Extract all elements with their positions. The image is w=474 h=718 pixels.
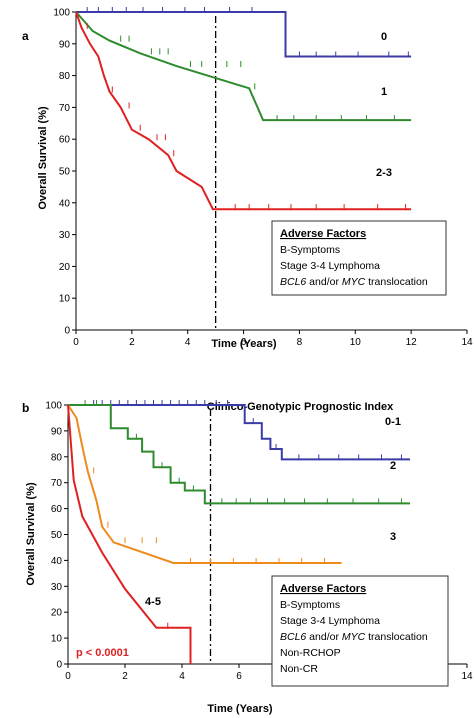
series-line-4-5 xyxy=(67,404,192,664)
series-line-2 xyxy=(68,404,410,505)
panel-a-legend-item-2: Stage 3-4 Lymphoma xyxy=(280,260,380,272)
x-tick-label: 14 xyxy=(461,671,473,682)
y-tick-label: 20 xyxy=(59,262,71,273)
panel-a-xlabel: Time (Years) xyxy=(211,338,277,350)
y-tick-label: 10 xyxy=(51,634,63,645)
y-tick-label: 90 xyxy=(59,39,71,50)
panel-a-legend-item-1: B-Symptoms xyxy=(280,244,340,256)
panel-b-legend-item-4: Non-RCHOP xyxy=(280,647,341,659)
panel-a-legend-box xyxy=(271,220,447,296)
series-line-2-3 xyxy=(75,11,412,211)
panel-a-series xyxy=(75,7,412,211)
panel-b-legend-gene-1: BCL6 xyxy=(280,631,306,643)
panel-b-p-value: p < 0.0001 xyxy=(76,647,129,659)
y-tick-label: 100 xyxy=(45,401,62,412)
y-tick-label: 80 xyxy=(59,71,71,82)
panel-b-title: Clinico-Genotypic Prognostic Index xyxy=(207,401,394,413)
series-label-2-3: 2-3 xyxy=(376,167,392,179)
y-tick-label: 40 xyxy=(59,198,71,209)
y-tick-label: 100 xyxy=(53,8,70,19)
panel-a-legend: Adverse Factors B-Symptoms Stage 3-4 Lym… xyxy=(271,220,447,296)
y-tick-label: 60 xyxy=(59,135,71,146)
series-label-0-1: 0-1 xyxy=(385,416,401,428)
panel-a-legend-title: Adverse Factors xyxy=(280,228,366,240)
series-label-3: 3 xyxy=(390,531,396,543)
panel-b-legend-item-3: BCL6 and/or MYC translocation xyxy=(280,631,428,643)
x-tick-label: 10 xyxy=(350,337,362,348)
panel-a-y-axis: 0 10 20 30 40 50 60 70 80 90 100 xyxy=(53,8,77,337)
panel-b-legend-gene-2: MYC xyxy=(342,631,366,643)
series-line-0-1 xyxy=(68,404,410,461)
y-tick-label: 50 xyxy=(59,167,71,178)
panel-b-legend-join: and/or xyxy=(306,631,342,643)
x-tick-label: 14 xyxy=(461,337,473,348)
panel-b-legend-item-5: Non-CR xyxy=(280,663,318,675)
panel-a-ylabel: Overall Survival (%) xyxy=(37,106,49,210)
panel-b-legend-item-2: Stage 3-4 Lymphoma xyxy=(280,615,380,627)
y-tick-label: 10 xyxy=(59,294,71,305)
panel-a-legend-join: and/or xyxy=(306,276,342,288)
panel-b-legend: Adverse Factors B-Symptoms Stage 3-4 Lym… xyxy=(271,575,449,687)
y-tick-label: 20 xyxy=(51,608,63,619)
panel-b-letter: b xyxy=(22,401,29,415)
panel-a-legend-gene-1: BCL6 xyxy=(280,276,306,288)
panel-b-ylabel: Overall Survival (%) xyxy=(25,482,37,586)
y-tick-label: 50 xyxy=(51,530,63,541)
x-tick-label: 0 xyxy=(65,671,71,682)
panel-a-letter: a xyxy=(22,29,29,43)
y-tick-label: 40 xyxy=(51,556,63,567)
x-tick-label: 0 xyxy=(73,337,79,348)
panel-b-chart: b Clinico-Genotypic Prognostic Index Ove… xyxy=(22,400,473,715)
y-tick-label: 70 xyxy=(51,478,63,489)
series-label-1: 1 xyxy=(381,86,387,98)
x-tick-label: 2 xyxy=(129,337,135,348)
panel-a-legend-suffix: translocation xyxy=(365,276,428,288)
panel-b-legend-suffix: translocation xyxy=(365,631,428,643)
series-label-0: 0 xyxy=(381,31,387,43)
panel-a-chart: a Overall Survival (%) Time (Years) 0102… xyxy=(22,7,473,350)
panel-b-legend-title: Adverse Factors xyxy=(280,583,366,595)
x-tick-label: 4 xyxy=(179,671,185,682)
panel-a-x-axis: 0 2 4 6 8 10 12 14 xyxy=(73,329,473,348)
x-tick-label: 2 xyxy=(122,671,128,682)
panel-b-series xyxy=(67,400,410,664)
x-tick-label: 6 xyxy=(241,337,247,348)
y-tick-label: 30 xyxy=(59,230,71,241)
panel-a-legend-gene-2: MYC xyxy=(342,276,366,288)
y-tick-label: 80 xyxy=(51,452,63,463)
panel-b-y-axis: 0 10 20 30 40 50 60 70 80 90 100 xyxy=(45,401,69,671)
y-tick-label: 30 xyxy=(51,582,63,593)
y-tick-label: 60 xyxy=(51,504,63,515)
series-label-4-5: 4-5 xyxy=(145,596,161,608)
x-tick-label: 4 xyxy=(185,337,191,348)
series-line-0 xyxy=(76,11,412,58)
panel-b-xlabel: Time (Years) xyxy=(207,703,273,715)
y-tick-label: 90 xyxy=(51,426,63,437)
series-line-1 xyxy=(75,11,412,122)
y-tick-label: 70 xyxy=(59,103,71,114)
x-tick-label: 8 xyxy=(297,337,303,348)
panel-b-legend-item-1: B-Symptoms xyxy=(280,599,340,611)
panel-b-legend-box xyxy=(271,575,449,687)
series-label-2: 2 xyxy=(390,460,396,472)
y-tick-label: 0 xyxy=(64,326,70,337)
y-tick-label: 0 xyxy=(56,660,62,671)
x-tick-label: 12 xyxy=(406,337,418,348)
panel-a-series-labels: 0 1 2-3 xyxy=(376,31,392,179)
panel-b-series-labels: 0-1 2 3 4-5 xyxy=(145,416,401,608)
panel-a-legend-item-3: BCL6 and/or MYC translocation xyxy=(280,276,428,288)
x-tick-label: 6 xyxy=(236,671,242,682)
series-line-3 xyxy=(67,404,342,564)
